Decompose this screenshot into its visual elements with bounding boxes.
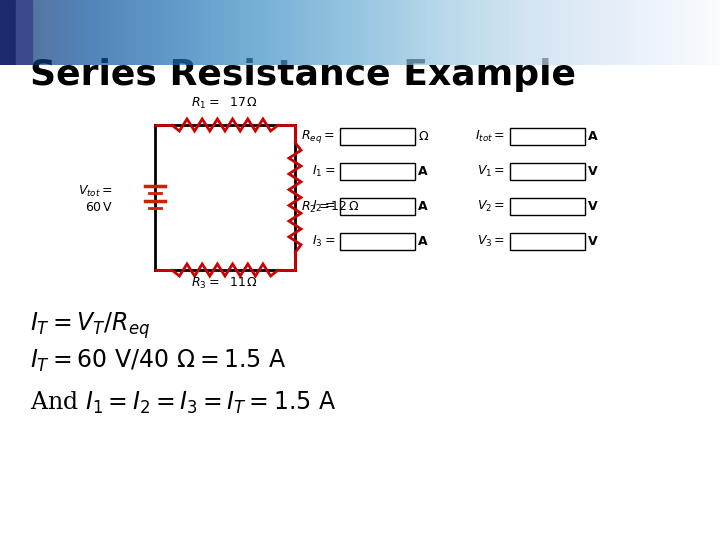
Bar	[340, 233, 415, 250]
Bar	[340, 128, 415, 145]
Text: $R_3 =\ \ 11\,\Omega$: $R_3 =\ \ 11\,\Omega$	[192, 276, 258, 291]
Bar	[510, 233, 585, 250]
Text: $I_3 =$: $I_3 =$	[312, 234, 335, 249]
Bar	[510, 128, 585, 145]
Text: A: A	[418, 235, 428, 248]
Text: $V_3 =$: $V_3 =$	[477, 234, 505, 249]
Bar	[510, 198, 585, 215]
Text: $I_1 =$: $I_1 =$	[312, 164, 335, 179]
Text: And $I_1 = I_2 = I_3 = I_T = 1.5\ \mathrm{A}$: And $I_1 = I_2 = I_3 = I_T = 1.5\ \mathr…	[30, 390, 336, 416]
Text: V: V	[588, 200, 598, 213]
Bar	[340, 163, 415, 180]
Text: $I_T = V_T/R_{eq}$: $I_T = V_T/R_{eq}$	[30, 310, 150, 341]
Text: A: A	[588, 130, 598, 143]
Text: $R_1 =\ \ 17\,\Omega$: $R_1 =\ \ 17\,\Omega$	[192, 96, 258, 111]
Text: $60\,\mathrm{V}$: $60\,\mathrm{V}$	[85, 201, 113, 214]
Text: $V_1 =$: $V_1 =$	[477, 164, 505, 179]
Text: $\Omega$: $\Omega$	[418, 130, 429, 143]
Text: V: V	[588, 235, 598, 248]
Bar	[510, 163, 585, 180]
Text: $R_{eq} =$: $R_{eq} =$	[302, 128, 335, 145]
Text: $R_2 = 12\,\Omega$: $R_2 = 12\,\Omega$	[301, 200, 360, 215]
Text: $I_T = 60\ \mathrm{V}/40\ \Omega = 1.5\ \mathrm{A}$: $I_T = 60\ \mathrm{V}/40\ \Omega = 1.5\ …	[30, 348, 287, 374]
Text: A: A	[418, 200, 428, 213]
Text: $I_2 =$: $I_2 =$	[312, 199, 335, 214]
Bar	[340, 198, 415, 215]
Text: A: A	[418, 165, 428, 178]
Text: V: V	[588, 165, 598, 178]
Text: Series Resistance Example: Series Resistance Example	[30, 58, 576, 92]
Text: $V_{tot} =$: $V_{tot} =$	[78, 184, 113, 199]
Bar	[16, 0, 32, 65]
Text: $V_2 =$: $V_2 =$	[477, 199, 505, 214]
Bar	[0, 0, 16, 65]
Text: $I_{tot} =$: $I_{tot} =$	[475, 129, 505, 144]
